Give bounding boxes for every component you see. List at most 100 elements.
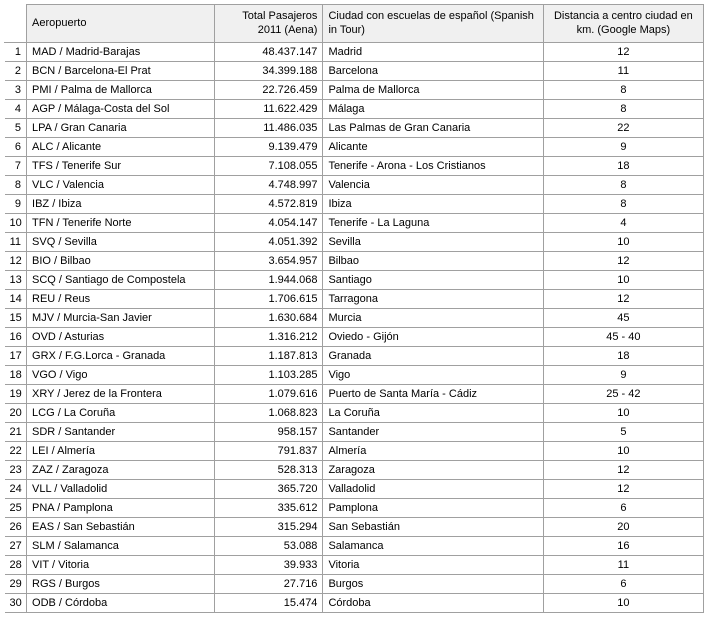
cell-distance: 8 — [543, 176, 703, 195]
cell-distance: 12 — [543, 43, 703, 62]
cell-distance: 12 — [543, 290, 703, 309]
cell-airport: SLM / Salamanca — [27, 537, 215, 556]
cell-distance: 12 — [543, 461, 703, 480]
cell-airport: LEI / Almería — [27, 442, 215, 461]
cell-passengers: 34.399.188 — [215, 62, 323, 81]
table-row: 21SDR / Santander958.157Santander5 — [5, 423, 704, 442]
cell-city: La Coruña — [323, 404, 543, 423]
cell-idx: 21 — [5, 423, 27, 442]
cell-city: Sevilla — [323, 233, 543, 252]
cell-idx: 17 — [5, 347, 27, 366]
cell-passengers: 365.720 — [215, 480, 323, 499]
cell-idx: 26 — [5, 518, 27, 537]
cell-passengers: 1.079.616 — [215, 385, 323, 404]
cell-idx: 23 — [5, 461, 27, 480]
cell-city: Murcia — [323, 309, 543, 328]
cell-airport: LCG / La Coruña — [27, 404, 215, 423]
table-row: 2BCN / Barcelona-El Prat34.399.188Barcel… — [5, 62, 704, 81]
cell-distance: 10 — [543, 271, 703, 290]
cell-idx: 24 — [5, 480, 27, 499]
cell-airport: OVD / Asturias — [27, 328, 215, 347]
cell-idx: 1 — [5, 43, 27, 62]
cell-airport: SVQ / Sevilla — [27, 233, 215, 252]
cell-airport: ODB / Córdoba — [27, 594, 215, 613]
cell-city: Tenerife - Arona - Los Cristianos — [323, 157, 543, 176]
cell-city: Santander — [323, 423, 543, 442]
cell-distance: 20 — [543, 518, 703, 537]
cell-airport: SDR / Santander — [27, 423, 215, 442]
cell-airport: REU / Reus — [27, 290, 215, 309]
cell-airport: AGP / Málaga-Costa del Sol — [27, 100, 215, 119]
cell-passengers: 4.054.147 — [215, 214, 323, 233]
table-row: 24VLL / Valladolid365.720Valladolid12 — [5, 480, 704, 499]
cell-airport: TFS / Tenerife Sur — [27, 157, 215, 176]
cell-distance: 10 — [543, 594, 703, 613]
cell-distance: 8 — [543, 195, 703, 214]
cell-airport: VIT / Vitoria — [27, 556, 215, 575]
cell-city: Málaga — [323, 100, 543, 119]
cell-distance: 10 — [543, 442, 703, 461]
cell-idx: 27 — [5, 537, 27, 556]
header-passengers: Total Pasajeros 2011 (Aena) — [215, 5, 323, 43]
cell-airport: PNA / Pamplona — [27, 499, 215, 518]
cell-passengers: 1.316.212 — [215, 328, 323, 347]
cell-passengers: 315.294 — [215, 518, 323, 537]
cell-passengers: 4.572.819 — [215, 195, 323, 214]
cell-distance: 18 — [543, 157, 703, 176]
cell-passengers: 39.933 — [215, 556, 323, 575]
cell-passengers: 4.051.392 — [215, 233, 323, 252]
cell-airport: ZAZ / Zaragoza — [27, 461, 215, 480]
cell-distance: 9 — [543, 366, 703, 385]
cell-city: Burgos — [323, 575, 543, 594]
cell-city: Vitoria — [323, 556, 543, 575]
cell-passengers: 1.103.285 — [215, 366, 323, 385]
cell-city: Tarragona — [323, 290, 543, 309]
cell-idx: 16 — [5, 328, 27, 347]
cell-idx: 29 — [5, 575, 27, 594]
table-row: 18VGO / Vigo1.103.285Vigo9 — [5, 366, 704, 385]
cell-city: Puerto de Santa María - Cádiz — [323, 385, 543, 404]
cell-distance: 22 — [543, 119, 703, 138]
table-row: 30ODB / Córdoba15.474Córdoba10 — [5, 594, 704, 613]
table-row: 23ZAZ / Zaragoza528.313Zaragoza12 — [5, 461, 704, 480]
cell-distance: 12 — [543, 252, 703, 271]
cell-distance: 8 — [543, 100, 703, 119]
table-row: 29RGS / Burgos27.716Burgos6 — [5, 575, 704, 594]
cell-distance: 11 — [543, 62, 703, 81]
cell-idx: 8 — [5, 176, 27, 195]
table-row: 1MAD / Madrid-Barajas48.437.147Madrid12 — [5, 43, 704, 62]
cell-passengers: 1.068.823 — [215, 404, 323, 423]
table-row: 10TFN / Tenerife Norte4.054.147Tenerife … — [5, 214, 704, 233]
cell-passengers: 3.654.957 — [215, 252, 323, 271]
cell-distance: 6 — [543, 499, 703, 518]
cell-passengers: 4.748.997 — [215, 176, 323, 195]
cell-city: Zaragoza — [323, 461, 543, 480]
table-row: 19XRY / Jerez de la Frontera1.079.616Pue… — [5, 385, 704, 404]
cell-city: Pamplona — [323, 499, 543, 518]
cell-distance: 6 — [543, 575, 703, 594]
cell-idx: 28 — [5, 556, 27, 575]
cell-distance: 10 — [543, 404, 703, 423]
table-row: 3PMI / Palma de Mallorca22.726.459Palma … — [5, 81, 704, 100]
cell-idx: 9 — [5, 195, 27, 214]
header-idx — [5, 5, 27, 43]
cell-idx: 4 — [5, 100, 27, 119]
cell-idx: 7 — [5, 157, 27, 176]
cell-city: Granada — [323, 347, 543, 366]
table-row: 27SLM / Salamanca53.088Salamanca16 — [5, 537, 704, 556]
cell-airport: XRY / Jerez de la Frontera — [27, 385, 215, 404]
header-city: Ciudad con escuelas de español (Spanish … — [323, 5, 543, 43]
table-row: 4AGP / Málaga-Costa del Sol11.622.429Mál… — [5, 100, 704, 119]
cell-passengers: 1.706.615 — [215, 290, 323, 309]
cell-idx: 13 — [5, 271, 27, 290]
cell-passengers: 53.088 — [215, 537, 323, 556]
cell-passengers: 958.157 — [215, 423, 323, 442]
table-row: 9IBZ / Ibiza4.572.819Ibiza8 — [5, 195, 704, 214]
cell-passengers: 528.313 — [215, 461, 323, 480]
cell-passengers: 7.108.055 — [215, 157, 323, 176]
cell-city: San Sebastián — [323, 518, 543, 537]
cell-airport: VLC / Valencia — [27, 176, 215, 195]
cell-airport: BIO / Bilbao — [27, 252, 215, 271]
cell-distance: 16 — [543, 537, 703, 556]
cell-idx: 15 — [5, 309, 27, 328]
